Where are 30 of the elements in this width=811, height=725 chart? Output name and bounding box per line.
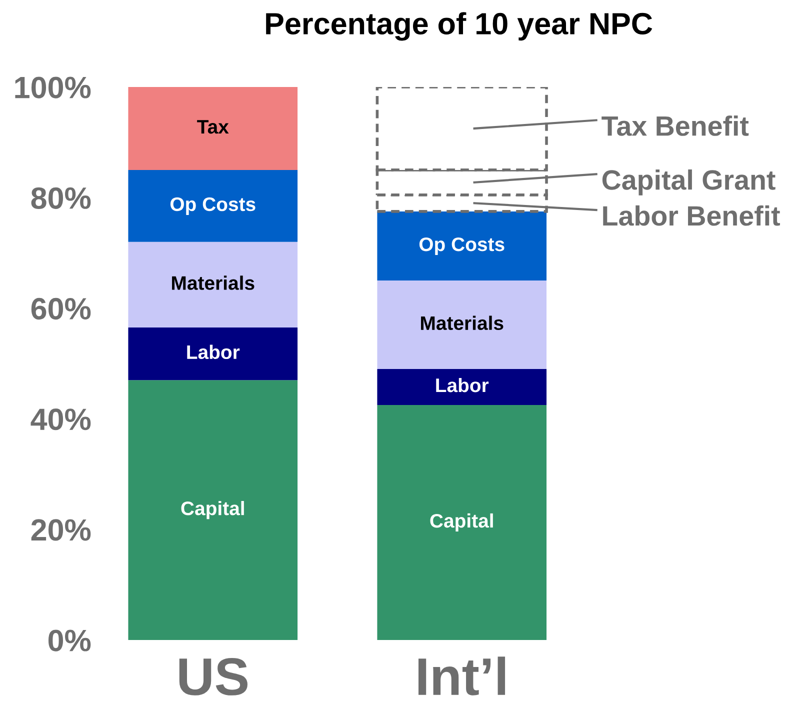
bar [128,328,298,380]
y-tick-label: 80% [31,187,91,209]
bar [128,87,298,170]
y-tick-label: 60% [31,298,91,320]
legend-label: Labor Benefit [603,205,780,226]
y-tick-label: 40% [30,408,91,430]
text: Op Costs [170,197,256,215]
bar [128,242,298,328]
bar [377,280,547,370]
x-tick-label: US [179,658,248,696]
bar [377,211,547,281]
text: Labor [187,344,240,360]
legend-label: Capital Grant [602,169,776,196]
series-label: Materials [172,276,254,290]
chart-title: Percentage of 10 year NPC [266,12,652,41]
y-tick-label: 100% [15,76,91,98]
bar [128,380,298,640]
series-label: Tax [197,120,229,134]
y-tick-label: 20% [31,519,91,541]
series-label: Op Costs [419,237,504,256]
legend-label: Tax Benefit [602,116,749,136]
y-tick-label: 0% [48,630,91,652]
bar [377,369,547,405]
series-label: Capital [181,500,244,520]
text: Materials [421,316,504,330]
x-tick-label: Int’l [418,656,506,696]
bar [377,404,547,640]
text: Capital [430,513,493,532]
bar [128,170,298,242]
series-label: Labor [436,378,489,392]
